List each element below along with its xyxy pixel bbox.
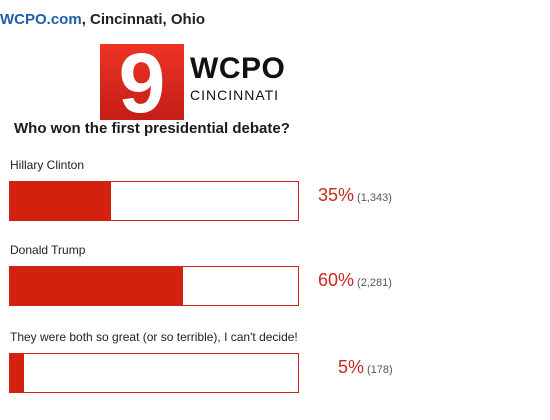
option-label: Hillary Clinton <box>10 158 85 172</box>
result-bar-track <box>9 266 299 306</box>
result-percent: 5% <box>338 357 365 377</box>
option-label: They were both so great (or so terrible)… <box>10 330 298 344</box>
option-label: Donald Trump <box>10 243 86 257</box>
channel-9-logo-mark: 9 <box>100 44 184 120</box>
result-bar-fill <box>10 354 25 392</box>
logo-name: WCPO <box>190 52 286 85</box>
poll-question: Who won the first presidential debate? <box>14 120 290 137</box>
result-value: 5% (178) <box>338 357 393 378</box>
poll-option[interactable]: Donald Trump 60% (2,281) <box>0 243 550 318</box>
result-bar-track <box>9 353 299 393</box>
poll-option[interactable]: Hillary Clinton 35% (1,343) <box>0 158 550 233</box>
source-line: WCPO.com, Cincinnati, Ohio <box>0 11 205 28</box>
result-value: 35% (1,343) <box>318 185 392 206</box>
logo-subtitle: CINCINNATI <box>190 87 280 103</box>
result-bar-track <box>9 181 299 221</box>
poll-option[interactable]: They were both so great (or so terrible)… <box>0 330 550 405</box>
source-location: , Cincinnati, Ohio <box>81 11 206 28</box>
logo-nine-glyph: 9 <box>119 44 166 120</box>
result-bar-fill <box>10 182 111 220</box>
result-count: (2,281) <box>357 277 392 289</box>
result-count: (1,343) <box>357 192 392 204</box>
result-percent: 35% <box>318 185 355 205</box>
result-value: 60% (2,281) <box>318 270 392 291</box>
source-site-link[interactable]: WCPO.com <box>0 11 82 28</box>
result-percent: 60% <box>318 270 355 290</box>
wcpo-logo: 9 WCPO CINCINNATI <box>100 44 290 120</box>
result-count: (178) <box>367 364 393 376</box>
result-bar-fill <box>10 267 183 305</box>
